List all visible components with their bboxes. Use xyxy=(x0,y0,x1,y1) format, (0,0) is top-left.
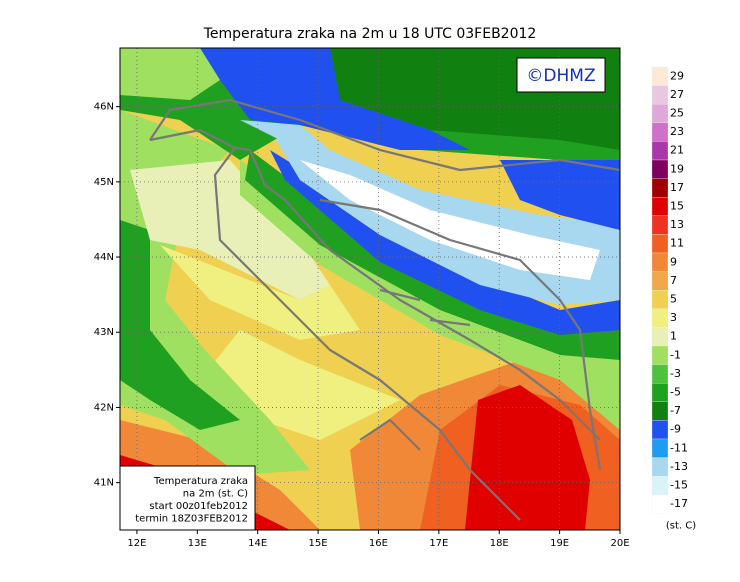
colorbar-unit: (st. C) xyxy=(666,520,696,531)
lon-tick-label: 14E xyxy=(248,538,267,549)
colorbar-label: -5 xyxy=(670,386,681,399)
colorbar-label: -17 xyxy=(670,497,688,510)
colorbar-label: 19 xyxy=(670,162,684,175)
colorbar-box xyxy=(651,290,669,309)
lat-tick-label: 41N xyxy=(94,478,114,489)
colorbar-label: 9 xyxy=(670,255,677,268)
colorbar-box xyxy=(651,345,669,365)
colorbar-box xyxy=(651,364,669,384)
colorbar-box xyxy=(651,252,669,272)
lon-tick-label: 15E xyxy=(309,538,328,549)
colorbar-label: 21 xyxy=(670,144,684,157)
info-line: termin 18Z03FEB2012 xyxy=(135,514,248,525)
colorbar-label: -11 xyxy=(670,441,688,454)
colorbar-box xyxy=(651,215,669,235)
lon-tick-label: 20E xyxy=(610,538,629,549)
map-frame xyxy=(119,47,621,531)
colorbar-label: -15 xyxy=(670,479,688,492)
colorbar-box xyxy=(651,308,669,328)
info-line: na 2m (st. C) xyxy=(183,489,248,500)
colorbar-label: 1 xyxy=(670,330,677,343)
colorbar-label: 29 xyxy=(670,69,684,82)
lon-tick-label: 17E xyxy=(429,538,448,549)
colorbar-box xyxy=(651,457,669,477)
colorbar-box xyxy=(651,66,669,86)
colorbar-box xyxy=(651,401,669,421)
colorbar-box xyxy=(651,476,669,495)
colorbar-box xyxy=(651,122,669,142)
lon-tick-label: 13E xyxy=(188,538,207,549)
lat-tick-label: 43N xyxy=(94,327,114,338)
colorbar-box xyxy=(651,383,669,402)
colorbar-box xyxy=(651,438,669,458)
temperature-field xyxy=(120,48,620,530)
map-title: Temperatura zraka na 2m u 18 UTC 03FEB20… xyxy=(203,26,537,42)
colorbar-box xyxy=(651,178,669,198)
colorbar-box xyxy=(651,234,669,254)
colorbar-label: 27 xyxy=(670,88,684,101)
colorbar-label: 23 xyxy=(670,125,684,138)
colorbar-box xyxy=(651,494,669,514)
colorbar-box xyxy=(651,85,669,105)
lat-tick-label: 44N xyxy=(94,252,114,263)
info-box xyxy=(119,465,256,531)
colorbar-label: 5 xyxy=(670,293,677,306)
colorbar-box xyxy=(651,141,669,161)
colorbar-label: 13 xyxy=(670,218,684,231)
colorbar-label: 3 xyxy=(670,311,677,324)
colorbar-label: -13 xyxy=(670,460,688,473)
info-lines: Temperatura zraka na 2m (st. C)start 00z0… xyxy=(135,476,248,525)
colorbar-label: 17 xyxy=(670,181,684,194)
lat-tick-label: 46N xyxy=(94,102,114,113)
lon-tick-label: 19E xyxy=(550,538,569,549)
colorbar-box xyxy=(651,327,669,347)
copyright-box xyxy=(516,57,606,93)
lon-tick-label: 16E xyxy=(369,538,388,549)
colorbar-label: -1 xyxy=(670,348,681,361)
lat-tick-label: 45N xyxy=(94,177,114,188)
colorbar-label: 7 xyxy=(670,274,677,287)
colorbar-box xyxy=(651,104,669,123)
info-line: start 00z01feb2012 xyxy=(149,501,248,512)
colorbar-label: 25 xyxy=(670,107,684,120)
lat-tick-label: 42N xyxy=(94,402,114,413)
colorbar: 29 27 25 23 21 19 17 15 13 11 9 7 5 3 1 -1 -3 -5 -7 -9 -11 -1… xyxy=(651,66,696,531)
colorbar-box xyxy=(651,271,669,291)
lon-tick-label: 18E xyxy=(490,538,509,549)
colorbar-label: -9 xyxy=(670,423,681,436)
copyright: ©DHMZ xyxy=(526,66,595,86)
colorbar-box xyxy=(651,197,669,216)
info-line: Temperatura zraka xyxy=(153,476,248,487)
colorbar-label: -7 xyxy=(670,404,681,417)
colorbar-label: 15 xyxy=(670,200,684,213)
colorbar-label: -3 xyxy=(670,367,681,380)
colorbar-box xyxy=(651,159,669,179)
lon-tick-label: 12E xyxy=(127,538,146,549)
colorbar-box xyxy=(651,420,669,440)
graticule: 12E 13E 14E 15E 16E 17E 18E 19E 20E 41N 42N 43N 44N 4… xyxy=(94,48,630,549)
colorbar-label: 11 xyxy=(670,237,684,250)
